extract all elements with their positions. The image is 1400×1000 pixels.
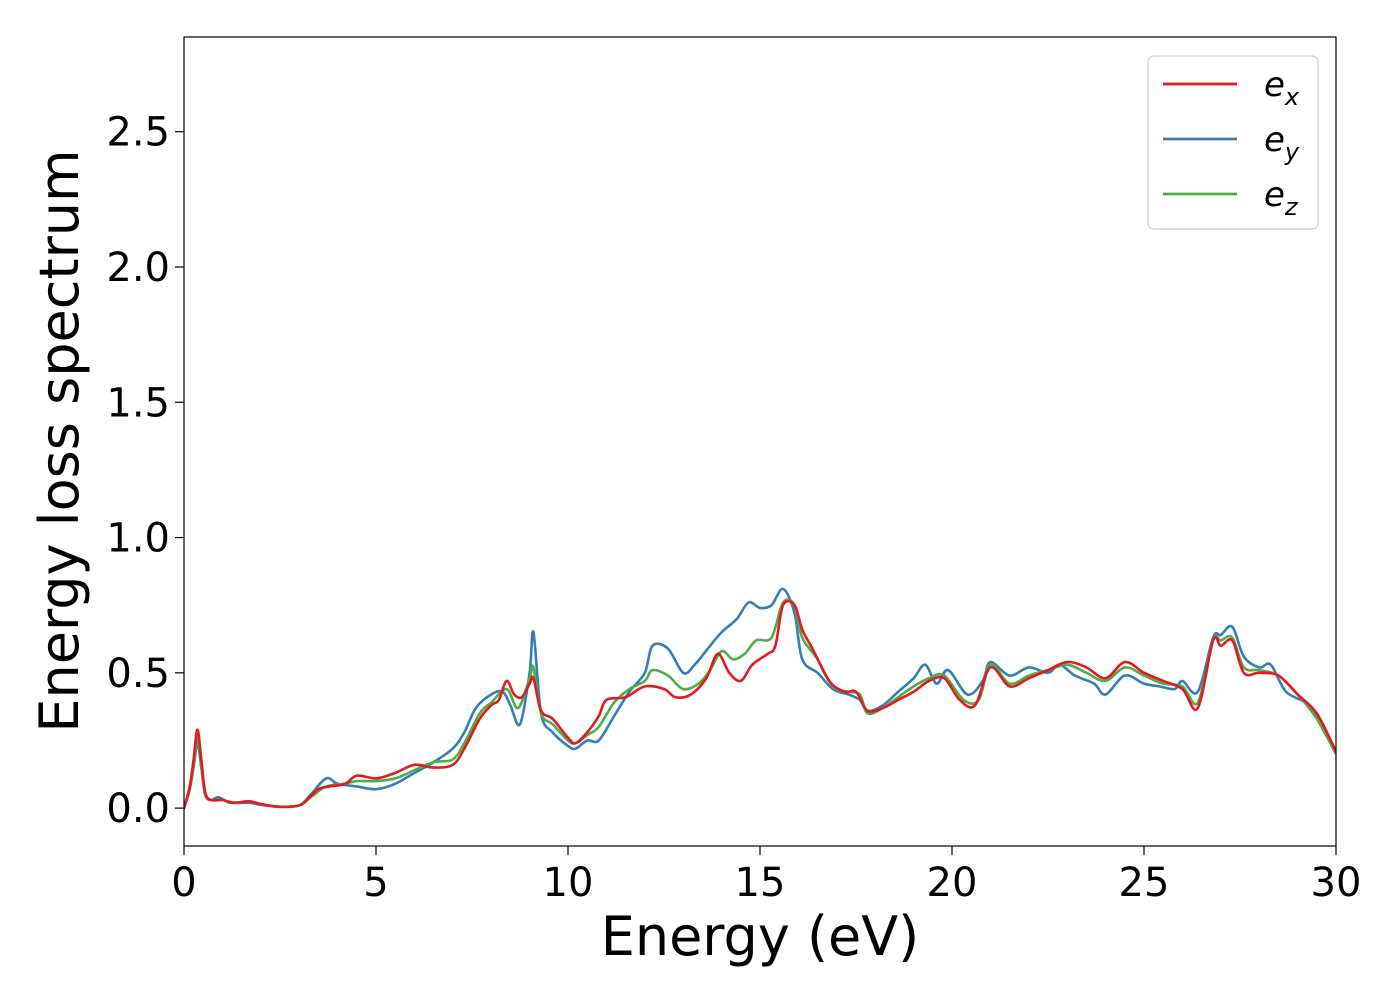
legend-box	[1147, 55, 1319, 230]
series-layer	[184, 587, 1336, 810]
x-tick-label: 20	[927, 860, 978, 906]
x-tick-label: 15	[735, 860, 786, 906]
y-tick-label: 0.0	[106, 786, 170, 832]
x-tick-label: 25	[1119, 860, 1170, 906]
legend-label-e-y: ey	[1264, 120, 1300, 166]
y-axis-label: Energy loss spectrum	[28, 149, 91, 732]
x-tick-label: 0	[171, 860, 196, 906]
legend: ex ey ez	[1147, 55, 1319, 230]
series-line-e-x	[184, 599, 1336, 810]
x-tick-label: 10	[543, 860, 594, 906]
x-tick-label: 30	[1311, 860, 1362, 906]
y-axis: 0.0 0.5 1.0 1.5 2.0 2.5	[106, 110, 184, 832]
x-tick-label: 5	[363, 860, 388, 906]
y-tick-label: 2.5	[106, 110, 170, 156]
series-line-e-y	[184, 587, 1336, 810]
y-tick-label: 1.0	[106, 516, 170, 562]
y-tick-label: 0.5	[106, 651, 170, 697]
y-tick-label: 2.0	[106, 245, 170, 291]
x-axis-label: Energy (eV)	[601, 905, 920, 968]
x-axis: 0 5 10 15 20 25 30	[171, 846, 1361, 906]
y-tick-label: 1.5	[106, 380, 170, 426]
legend-label-e-x: ex	[1264, 65, 1300, 111]
legend-label-e-z: ez	[1264, 175, 1299, 221]
